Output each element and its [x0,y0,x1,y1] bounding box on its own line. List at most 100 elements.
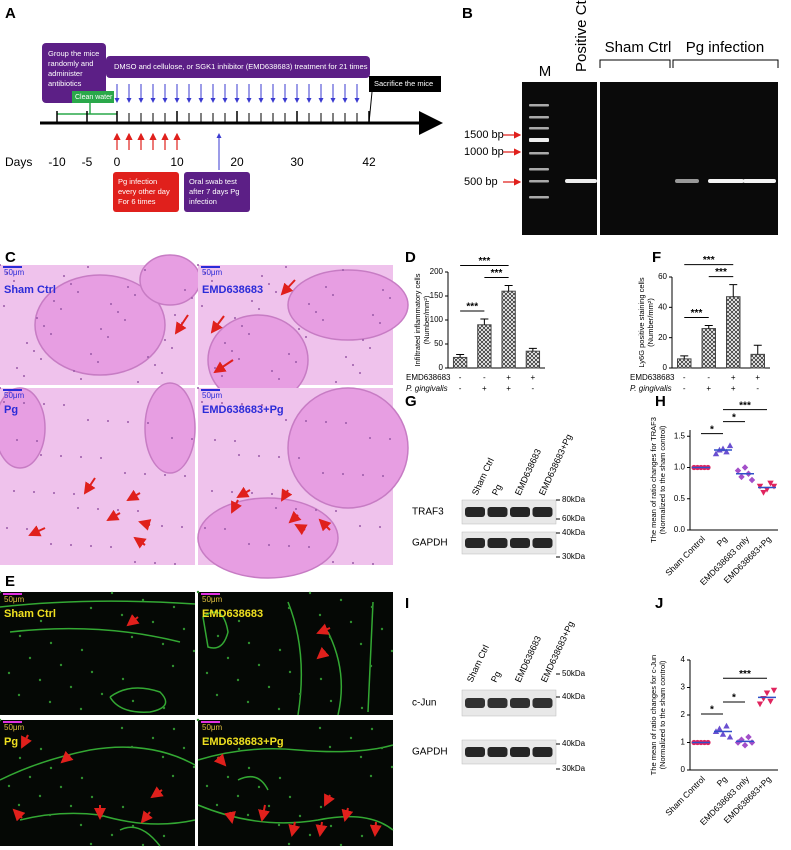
cell [117,311,119,313]
cell [288,795,292,799]
arrow [140,810,153,824]
cell [137,381,139,383]
cell [151,620,155,624]
cell [258,455,260,457]
x-tick-label: Pg [715,534,730,549]
y-axis-label: (Number/mm²) [646,298,655,347]
cell [248,333,250,335]
cell [372,563,374,565]
row-sign: + [482,384,487,393]
marker-label: 30kDa [562,552,586,561]
tissue-outline [0,600,196,713]
box-text: Sacrifice the mice [374,79,433,88]
cell [0,387,1,389]
significance-label: *** [739,400,751,411]
cell [13,490,15,492]
row-sign: + [706,384,711,393]
row-sign: + [506,373,511,382]
cell [161,642,165,646]
cell [49,641,53,645]
image-label: Sham Ctrl [4,608,56,620]
cell [285,266,287,268]
cell [48,813,52,817]
cell [379,322,381,324]
cell [231,350,233,352]
significance-label: *** [491,268,503,279]
y-tick-label: 4 [681,655,686,664]
cell [191,438,193,440]
cell [90,545,92,547]
image-label: EMD638683+Pg [202,736,284,748]
blot-band [532,698,553,708]
x-tick-label: Pg [715,774,730,789]
cell [13,280,15,282]
group-label: Pg infection [686,39,764,56]
axis-label: Days [5,155,32,169]
box-text: administer [48,69,83,78]
cell [342,473,344,475]
ladder-band [529,138,549,142]
cell [215,803,219,807]
error-bar [456,354,465,358]
y-axis-label: (Normalized to the sham control) [658,660,667,769]
cell [184,475,186,477]
blot-band [487,507,508,517]
cell [352,562,354,564]
cell [246,700,250,704]
lane-label: Positive Ctrl [573,0,590,72]
row-sign: + [506,384,511,393]
error-bar [680,355,689,359]
cell [287,842,291,846]
error-bar [504,284,513,292]
cell [127,286,129,288]
error-bar [704,325,713,329]
significance-label: * [732,412,736,423]
cell [362,474,364,476]
row-label: EMD638683 [406,373,451,382]
significance-label: *** [703,255,715,266]
cell [211,490,213,492]
cell [28,775,32,779]
cell [298,692,302,696]
significance-label: * [732,693,736,704]
y-tick-label: 0.0 [674,525,686,534]
cell [87,266,89,268]
image-label: EMD638683 [202,608,263,620]
significance-label: *** [739,669,751,680]
cell [308,833,312,837]
cell [97,508,99,510]
cell [226,656,230,660]
cell [277,823,281,827]
cell [107,420,109,422]
cell [63,404,65,406]
cell [100,814,104,818]
arrow [280,279,296,296]
bar [726,296,741,369]
cell [7,671,11,675]
cell [110,591,114,595]
cell [204,272,206,274]
cell [17,803,21,807]
cell [90,670,94,674]
cell [370,727,374,731]
image-label: Pg [4,736,18,748]
cell [130,745,134,749]
scale-label: 50μm [202,268,223,277]
cell [53,492,55,494]
cell [205,784,209,788]
swab-box [184,172,250,212]
cell [231,491,233,493]
y-tick-label: 0 [439,363,444,372]
ladder-band [529,196,549,199]
cell [16,367,18,369]
cell [33,491,35,493]
cell [131,699,135,703]
cell [38,678,42,682]
cell [206,737,210,741]
row-sign: - [483,373,486,382]
x-tick-label: Sham Control [663,534,707,578]
fluorescence-image [0,720,195,846]
cell [214,439,216,441]
cell [238,358,240,360]
cell [258,308,260,310]
